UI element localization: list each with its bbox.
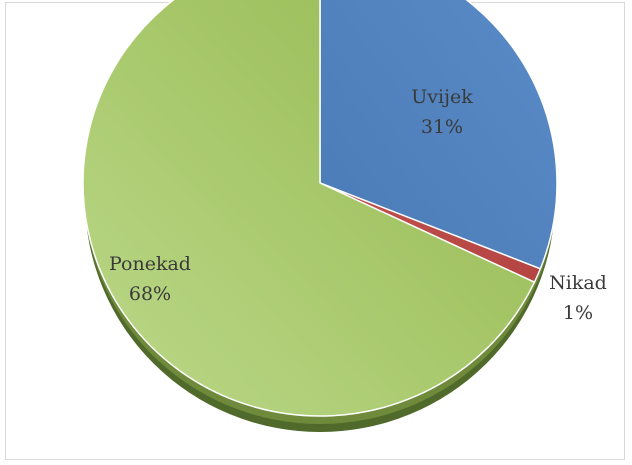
slice-value-ponekad: 68% [129, 283, 171, 305]
slice-label-nikad: Nikad [549, 272, 607, 294]
slice-label-uvijek: Uvijek [411, 86, 473, 108]
pie-slice-uvijek [319, 0, 558, 270]
slice-value-nikad: 1% [563, 302, 593, 324]
slice-value-uvijek: 31% [421, 116, 463, 138]
slice-label-ponekad: Ponekad [109, 253, 191, 275]
pie-slice-ponekad [82, 0, 536, 417]
